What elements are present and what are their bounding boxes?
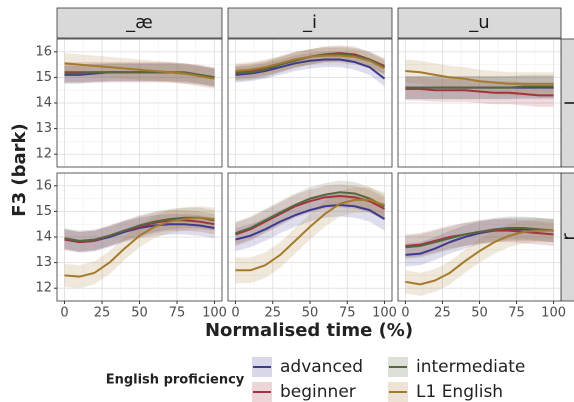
line [235, 204, 386, 241]
y-tick-label: 16 [35, 178, 52, 193]
strip [397, 7, 562, 39]
line [64, 219, 215, 244]
x-tick-label: 75 [339, 306, 356, 321]
ribbon [64, 63, 215, 87]
ribbon [64, 63, 215, 87]
y-tick-label: 13 [35, 121, 52, 136]
x-tick-label: 25 [434, 306, 451, 321]
x-tick-label: 25 [94, 306, 111, 321]
ribbon [64, 62, 215, 88]
strip-label: _i [302, 12, 317, 33]
line [64, 62, 215, 80]
strip-label: _æ [125, 12, 153, 33]
line [405, 229, 554, 286]
y-tick-label: 15 [35, 70, 52, 85]
panel-border [397, 38, 562, 168]
x-tick-label: 25 [264, 306, 281, 321]
panel [228, 173, 392, 301]
panel [57, 39, 222, 167]
y-axis-label: F3 (bark) [9, 123, 30, 216]
legend-label: beginner [280, 382, 356, 402]
ribbon [235, 193, 385, 252]
line [235, 198, 385, 272]
x-tick-label: 0 [60, 306, 68, 321]
ribbon [235, 184, 385, 246]
line [64, 216, 215, 278]
panel-border [227, 38, 393, 168]
y-tick-label: 15 [35, 204, 52, 219]
panel [228, 39, 392, 167]
x-tick-label: 100 [541, 306, 566, 321]
strip [56, 7, 223, 39]
line [64, 71, 215, 79]
y-tick-label: 14 [35, 96, 52, 111]
strip-label: _u [468, 12, 489, 33]
legend-label: L1 English [416, 382, 503, 402]
strip-label: ɹ [560, 233, 574, 240]
x-tick-label: 50 [302, 306, 319, 321]
legend-label: advanced [280, 357, 363, 377]
ribbon [64, 53, 215, 89]
legend-label: intermediate [416, 357, 525, 377]
line [235, 58, 386, 80]
line [405, 87, 554, 97]
x-tick-label: 0 [401, 306, 409, 321]
line [405, 85, 554, 89]
y-tick-label: 12 [35, 147, 52, 162]
y-tick-label: 13 [35, 255, 52, 270]
panel [398, 173, 561, 301]
strip [227, 7, 393, 39]
x-tick-label: 75 [169, 306, 186, 321]
line [235, 191, 386, 235]
x-tick-label: 100 [372, 306, 397, 321]
x-tick-label: 100 [202, 306, 227, 321]
line [405, 70, 554, 85]
strip-label: l [560, 100, 574, 105]
y-tick-label: 12 [35, 281, 52, 296]
x-tick-label: 50 [131, 306, 148, 321]
x-tick-label: 50 [471, 306, 488, 321]
y-tick-label: 16 [35, 44, 52, 59]
panel [57, 173, 222, 301]
panel [398, 39, 561, 167]
x-tick-label: 75 [508, 306, 525, 321]
x-tick-label: 0 [231, 306, 239, 321]
line [235, 195, 386, 236]
x-axis-label: Normalised time (%) [205, 320, 413, 341]
legend-title: English proficiency [106, 373, 245, 388]
line [235, 54, 386, 72]
y-tick-label: 14 [35, 230, 52, 245]
line [405, 227, 554, 249]
